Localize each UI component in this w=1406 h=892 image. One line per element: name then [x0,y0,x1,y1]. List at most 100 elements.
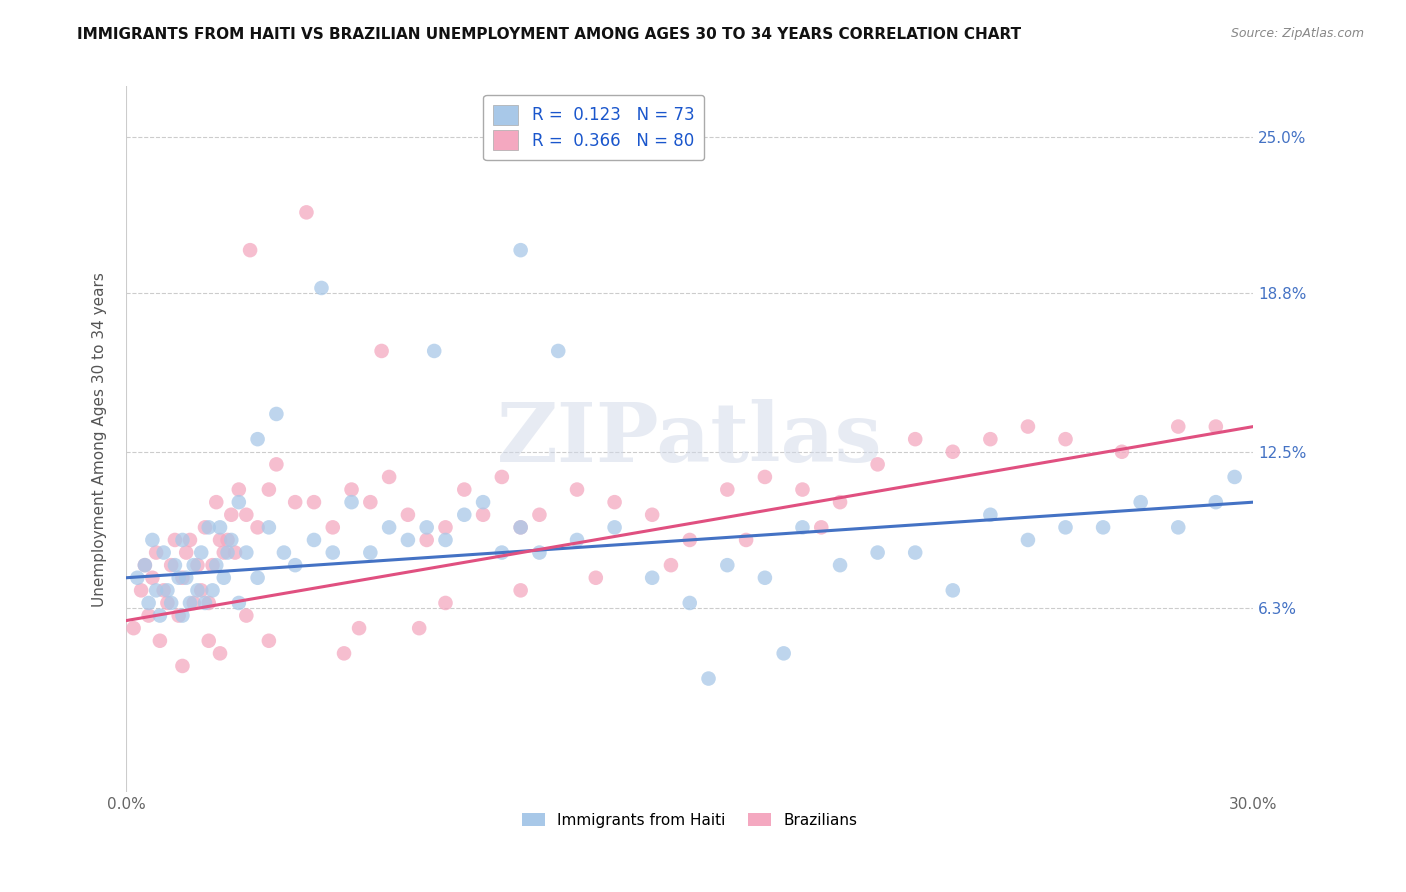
Point [197,596,219,610]
Point [472,495,495,509]
Point [239,243,262,257]
Point [735,533,758,547]
Legend: Immigrants from Haiti, Brazilians: Immigrants from Haiti, Brazilians [516,806,863,834]
Point [472,508,495,522]
Point [754,470,776,484]
Point [174,571,197,585]
Point [134,558,156,573]
Point [1054,520,1077,534]
Point [491,545,513,559]
Point [509,520,531,534]
Point [172,571,194,585]
Point [235,608,257,623]
Point [138,596,160,610]
Point [396,533,419,547]
Point [904,545,927,559]
Point [149,608,172,623]
Point [127,571,149,585]
Point [228,495,250,509]
Point [603,520,626,534]
Point [208,646,231,660]
Point [370,343,392,358]
Point [183,596,205,610]
Point [129,583,152,598]
Point [190,583,212,598]
Point [408,621,430,635]
Point [347,621,370,635]
Point [201,583,224,598]
Point [141,571,163,585]
Point [228,596,250,610]
Point [1017,533,1039,547]
Point [828,495,851,509]
Point [221,533,243,547]
Point [167,608,190,623]
Point [172,608,194,623]
Point [434,533,457,547]
Point [603,495,626,509]
Point [1205,495,1227,509]
Point [235,545,257,559]
Point [302,533,325,547]
Point [1017,419,1039,434]
Point [163,558,186,573]
Point [194,520,217,534]
Point [547,343,569,358]
Point [156,583,179,598]
Point [942,583,965,598]
Point [197,633,219,648]
Point [828,558,851,573]
Point [453,483,475,497]
Point [565,483,588,497]
Point [167,571,190,585]
Point [186,583,208,598]
Point [138,608,160,623]
Point [194,596,217,610]
Point [149,633,172,648]
Point [122,621,145,635]
Point [160,596,183,610]
Point [183,558,205,573]
Text: Source: ZipAtlas.com: Source: ZipAtlas.com [1230,27,1364,40]
Point [434,520,457,534]
Point [529,508,551,522]
Point [378,520,401,534]
Point [145,545,167,559]
Point [529,545,551,559]
Point [152,545,174,559]
Point [1054,432,1077,446]
Point [772,646,794,660]
Point [190,545,212,559]
Point [172,659,194,673]
Point [134,558,156,573]
Point [1205,419,1227,434]
Point [221,508,243,522]
Text: ZIPatlas: ZIPatlas [496,399,883,479]
Point [716,558,738,573]
Point [585,571,607,585]
Point [186,558,208,573]
Point [257,633,280,648]
Point [792,483,814,497]
Point [1167,419,1189,434]
Point [311,281,333,295]
Point [246,432,269,446]
Point [340,483,363,497]
Point [942,444,965,458]
Y-axis label: Unemployment Among Ages 30 to 34 years: Unemployment Among Ages 30 to 34 years [93,272,107,607]
Point [201,558,224,573]
Point [340,495,363,509]
Point [697,672,720,686]
Point [378,470,401,484]
Point [659,558,682,573]
Point [257,520,280,534]
Point [641,508,664,522]
Point [284,558,307,573]
Point [179,533,201,547]
Point [1092,520,1115,534]
Point [257,483,280,497]
Point [1129,495,1152,509]
Point [205,495,228,509]
Point [491,470,513,484]
Point [679,533,702,547]
